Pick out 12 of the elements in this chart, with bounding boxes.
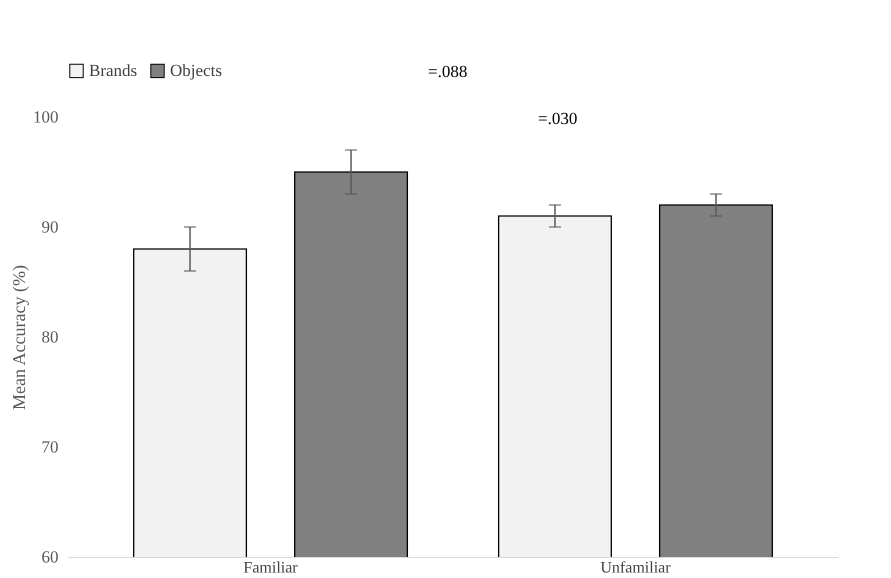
x-tick-label: Familiar (243, 560, 298, 576)
y-tick-label: 80 (42, 328, 58, 346)
annotation: =.030 (538, 109, 578, 128)
legend-label: Objects (170, 60, 222, 80)
x-tick-label: Unfamiliar (600, 560, 672, 576)
legend-label: Brands (89, 60, 138, 80)
y-tick-label: 100 (33, 108, 58, 126)
text: =.088 (428, 62, 468, 81)
y-tick-label: 70 (42, 438, 58, 456)
y-axis-title: Mean Accuracy (%) (9, 265, 29, 410)
y-tick-label: 60 (42, 548, 58, 566)
y-tick-label: 90 (42, 218, 58, 236)
